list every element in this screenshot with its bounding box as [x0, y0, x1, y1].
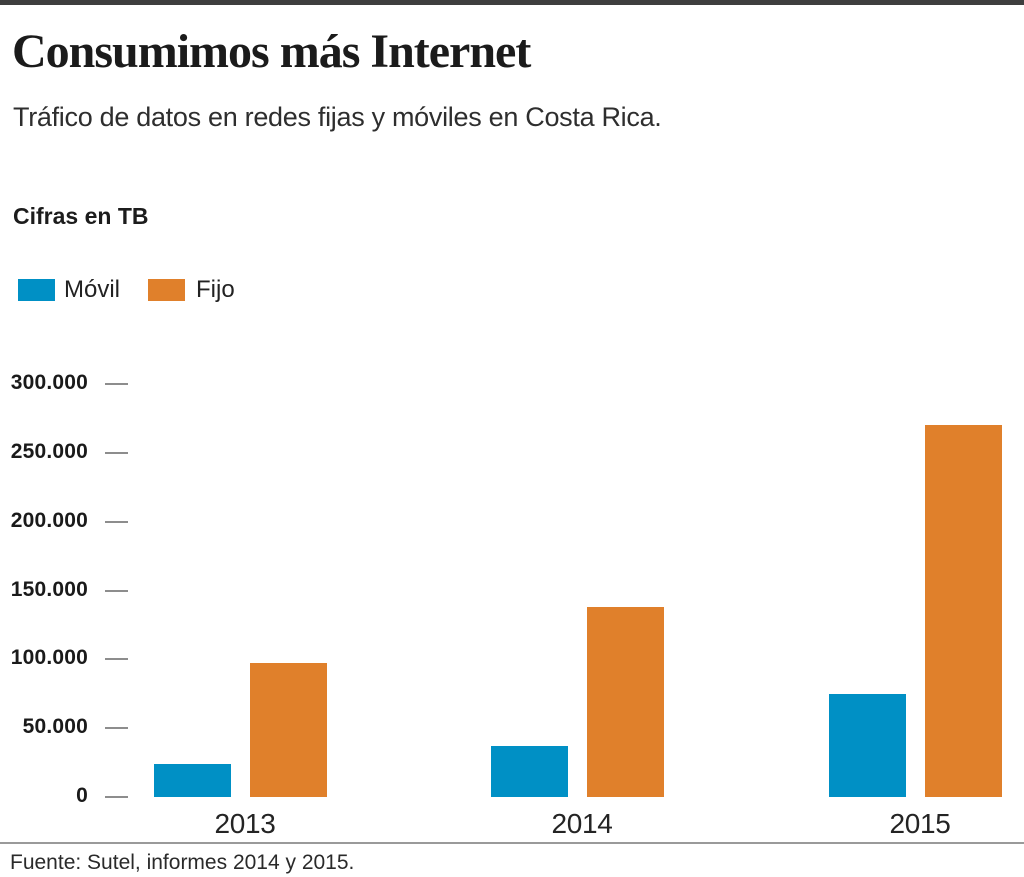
y-axis-tick-mark — [105, 589, 128, 592]
y-axis-tick-label: 100.000 — [10, 646, 88, 670]
legend-swatch-fijo — [148, 279, 186, 301]
bar-movil-2015 — [828, 693, 906, 797]
y-axis-tick-mark — [105, 451, 128, 454]
y-axis-tick-mark — [105, 796, 128, 798]
page-title: Consumimos más Internet — [12, 25, 531, 78]
legend: Móvil Fijo — [18, 276, 235, 304]
x-axis-category-label: 2013 — [214, 808, 276, 839]
y-axis-tick-label: 150.000 — [10, 577, 88, 601]
x-axis-category-label: 2015 — [889, 808, 951, 839]
bar-movil-2013 — [153, 763, 231, 797]
page-subtitle: Tráfico de datos en redes fijas y móvile… — [13, 102, 662, 132]
y-axis-tick-mark — [105, 658, 128, 661]
x-axis-category-label: 2014 — [551, 808, 613, 839]
units-label: Cifras en TB — [13, 203, 149, 229]
source-note: Fuente: Sutel, informes 2014 y 2015. — [10, 851, 355, 874]
legend-label-fijo: Fijo — [196, 276, 235, 303]
y-axis-tick-mark — [105, 727, 128, 730]
y-axis-tick-label: 200.000 — [10, 508, 88, 532]
bar-fijo-2015 — [924, 425, 1002, 797]
top-accent-bar — [0, 0, 1024, 5]
bar-movil-2014 — [490, 746, 568, 797]
footer-divider — [0, 842, 1024, 844]
y-axis-tick-label: 50.000 — [22, 715, 88, 739]
legend-swatch-movil — [18, 279, 55, 301]
bar-fijo-2013 — [249, 663, 327, 797]
y-axis-tick-mark — [105, 520, 128, 523]
y-axis-tick-label: 250.000 — [10, 439, 88, 463]
y-axis-tick-label: 300.000 — [10, 371, 88, 394]
bar-fijo-2014 — [586, 607, 664, 797]
y-axis-tick-label: 0 — [76, 784, 88, 807]
legend-label-movil: Móvil — [64, 276, 121, 303]
y-axis-tick-mark — [105, 383, 128, 385]
